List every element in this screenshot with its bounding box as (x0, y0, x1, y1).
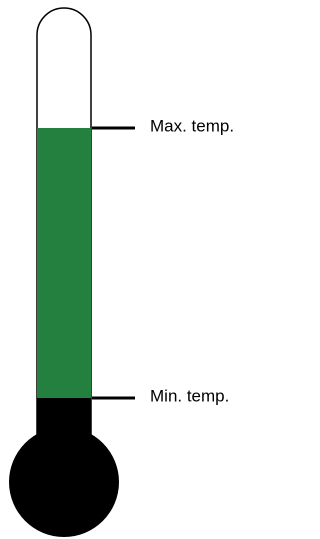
mercury-column (37, 128, 91, 399)
max-label: Max. temp. (150, 116, 234, 135)
min-label: Min. temp. (150, 386, 229, 405)
bulb (9, 427, 119, 537)
page: Max. temp. Min. temp. (() => { const dat… (0, 0, 320, 539)
thermometer-diagram: Max. temp. Min. temp. (0, 0, 270, 539)
